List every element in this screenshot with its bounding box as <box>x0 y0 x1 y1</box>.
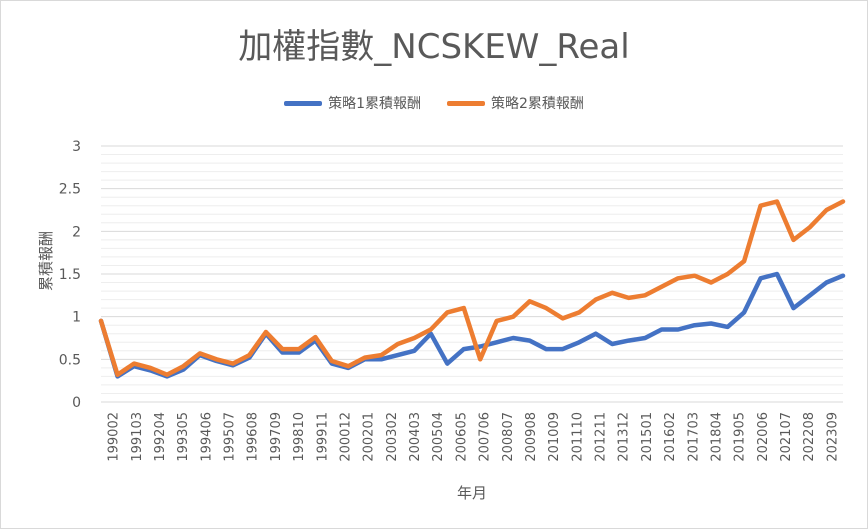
legend-label-series-2: 策略2累積報酬 <box>491 96 584 112</box>
y-tick-label: 2.5 <box>59 182 81 198</box>
x-tick-label: 200605 <box>454 412 469 462</box>
series-layer <box>98 199 846 379</box>
y-tick-label: 1 <box>72 310 81 326</box>
x-tick-label: 201312 <box>617 412 632 462</box>
x-tick-label: 200012 <box>338 412 353 462</box>
x-tick-label: 200706 <box>478 412 493 462</box>
y-tick-label: 0 <box>72 395 81 411</box>
x-tick-label: 201110 <box>570 412 585 462</box>
x-tick-label: 201804 <box>709 412 724 462</box>
y-tick-label: 2 <box>72 224 81 240</box>
legend-item-series-1: 策略1累積報酬 <box>284 93 421 113</box>
x-axis-title: 年月 <box>457 484 487 502</box>
x-tick-label: 201501 <box>640 412 655 462</box>
y-tick-label: 0.5 <box>59 352 81 368</box>
legend-swatch-series-2 <box>447 100 485 106</box>
y-tick-label: 1.5 <box>59 267 81 283</box>
legend: 策略1累積報酬 策略2累積報酬 <box>1 93 867 113</box>
y-axis-title: 累積報酬 <box>37 231 55 291</box>
x-tick-label: 200403 <box>408 412 423 462</box>
x-tick-label: 201905 <box>733 412 748 462</box>
x-tick-label: 201602 <box>663 412 678 462</box>
x-tick-label: 200504 <box>431 412 446 462</box>
x-tick-label: 202107 <box>779 412 794 462</box>
x-tick-label: 201211 <box>594 412 609 462</box>
x-tick-label: 201009 <box>547 412 562 462</box>
y-tick-label: 3 <box>72 139 81 155</box>
x-tick-label: 200807 <box>501 412 516 462</box>
x-tick-label: 202309 <box>825 412 840 462</box>
x-tick-label: 200201 <box>362 412 377 462</box>
x-tick-label: 202006 <box>756 412 771 462</box>
x-tick-label: 199103 <box>130 412 145 462</box>
legend-item-series-2: 策略2累積報酬 <box>447 93 584 113</box>
x-tick-label: 199507 <box>223 412 238 462</box>
x-tick-label: 199204 <box>153 412 168 462</box>
series-line-2 <box>98 199 846 377</box>
chart-title: 加權指數_NCSKEW_Real <box>238 27 630 67</box>
x-tick-label: 202208 <box>802 412 817 462</box>
x-tick-label: 199406 <box>199 412 214 462</box>
legend-swatch-series-1 <box>284 100 323 106</box>
x-tick-label: 199608 <box>246 412 261 462</box>
grid-layer <box>101 145 843 403</box>
axis-layer: 0 0.5 1 1.5 2 2.5 3 199002 199103 199204 199305 199… <box>59 139 841 462</box>
x-tick-label: 199709 <box>269 412 284 462</box>
x-tick-label: 199810 <box>292 412 307 462</box>
x-tick-label: 199305 <box>176 412 191 462</box>
legend-label-series-1: 策略1累積報酬 <box>328 96 421 112</box>
x-tick-label: 199002 <box>107 412 122 462</box>
x-tick-label: 199911 <box>315 412 330 462</box>
x-tick-label: 200908 <box>524 412 539 462</box>
x-tick-label: 201703 <box>686 412 701 462</box>
x-tick-label: 200302 <box>385 412 400 462</box>
